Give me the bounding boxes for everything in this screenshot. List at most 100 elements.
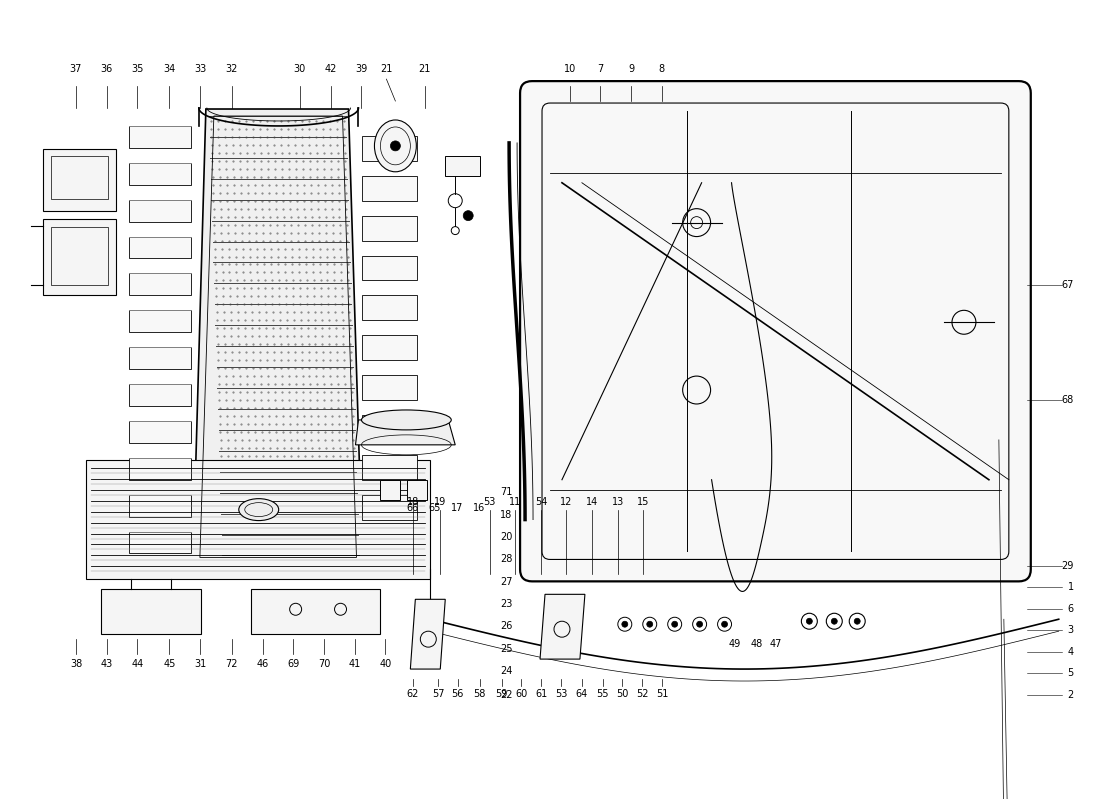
Text: 9: 9: [628, 64, 635, 74]
Text: 22: 22: [500, 690, 513, 700]
Ellipse shape: [647, 622, 652, 627]
Ellipse shape: [806, 618, 812, 624]
Text: 51: 51: [656, 689, 668, 699]
Bar: [129, 126, 191, 148]
Text: 3: 3: [1067, 626, 1074, 635]
Text: 8: 8: [659, 64, 666, 74]
Text: 37: 37: [69, 64, 82, 74]
Text: 53: 53: [554, 689, 568, 699]
Text: 2: 2: [1067, 690, 1074, 700]
Text: 14: 14: [585, 497, 597, 506]
Bar: [129, 384, 191, 406]
Bar: [129, 421, 191, 443]
Text: 62: 62: [407, 689, 419, 699]
Text: 39: 39: [355, 64, 367, 74]
Bar: [129, 310, 191, 332]
Text: 1: 1: [1067, 582, 1074, 592]
Text: 66: 66: [407, 502, 419, 513]
Text: 15: 15: [637, 497, 649, 506]
Bar: [363, 375, 417, 400]
Text: 30: 30: [294, 64, 306, 74]
Polygon shape: [192, 109, 363, 565]
Bar: [363, 255, 417, 281]
Text: 17: 17: [451, 502, 463, 513]
Text: 21: 21: [381, 64, 393, 74]
Text: 32: 32: [226, 64, 238, 74]
Text: 59: 59: [495, 689, 508, 699]
Text: 6: 6: [1067, 604, 1074, 614]
Polygon shape: [446, 156, 481, 176]
Bar: [363, 415, 417, 440]
Text: 64: 64: [575, 689, 587, 699]
Text: 68: 68: [1062, 395, 1074, 405]
Text: 70: 70: [318, 659, 330, 669]
Text: 33: 33: [194, 64, 206, 74]
Text: 20: 20: [500, 532, 513, 542]
Polygon shape: [407, 480, 427, 500]
Text: 49: 49: [728, 639, 740, 649]
Text: 10: 10: [563, 64, 576, 74]
Text: 40: 40: [379, 659, 392, 669]
Bar: [129, 531, 191, 554]
Text: 50: 50: [616, 689, 628, 699]
Polygon shape: [86, 460, 430, 579]
Text: eurospares: eurospares: [539, 458, 821, 502]
Text: 11: 11: [509, 497, 521, 506]
Text: 71: 71: [500, 487, 513, 498]
Text: 45: 45: [163, 659, 176, 669]
Text: 52: 52: [636, 689, 648, 699]
Bar: [129, 200, 191, 222]
Text: 47: 47: [770, 639, 782, 649]
Text: 4: 4: [1067, 647, 1074, 657]
Polygon shape: [43, 218, 117, 295]
Text: 16: 16: [473, 502, 485, 513]
Text: 13: 13: [612, 497, 624, 506]
Text: 21: 21: [419, 64, 431, 74]
Bar: [129, 274, 191, 295]
Text: 48: 48: [750, 639, 762, 649]
Ellipse shape: [362, 410, 451, 430]
Ellipse shape: [390, 141, 400, 151]
Bar: [129, 163, 191, 185]
Text: 18: 18: [500, 510, 513, 520]
Ellipse shape: [239, 498, 278, 521]
Text: 27: 27: [500, 577, 513, 586]
Ellipse shape: [722, 622, 727, 627]
FancyBboxPatch shape: [520, 81, 1031, 582]
Bar: [363, 335, 417, 360]
Text: 34: 34: [163, 64, 175, 74]
Text: 46: 46: [256, 659, 268, 669]
Polygon shape: [540, 594, 585, 659]
Text: 42: 42: [324, 64, 337, 74]
Text: 58: 58: [474, 689, 486, 699]
Text: 19: 19: [434, 497, 447, 506]
Bar: [363, 136, 417, 161]
Ellipse shape: [672, 622, 678, 627]
Bar: [129, 347, 191, 369]
Ellipse shape: [696, 622, 703, 627]
Polygon shape: [355, 420, 455, 445]
Text: 28: 28: [500, 554, 513, 565]
Text: 55: 55: [596, 689, 609, 699]
Text: 35: 35: [131, 64, 144, 74]
Polygon shape: [251, 590, 381, 634]
Text: 7: 7: [597, 64, 604, 74]
Text: 5: 5: [1067, 669, 1074, 678]
Text: 57: 57: [432, 689, 444, 699]
Text: 69: 69: [287, 659, 299, 669]
Text: 18: 18: [407, 497, 419, 506]
Bar: [363, 176, 417, 201]
Bar: [363, 295, 417, 320]
Bar: [363, 216, 417, 241]
Text: 56: 56: [452, 689, 464, 699]
Polygon shape: [410, 599, 446, 669]
Text: 41: 41: [349, 659, 361, 669]
Bar: [129, 237, 191, 258]
Text: 12: 12: [560, 497, 573, 506]
Ellipse shape: [832, 618, 837, 624]
Text: 60: 60: [515, 689, 528, 699]
Text: 31: 31: [194, 659, 206, 669]
Text: eurospares: eurospares: [120, 458, 402, 502]
Text: 65: 65: [429, 502, 441, 513]
Text: 72: 72: [226, 659, 238, 669]
